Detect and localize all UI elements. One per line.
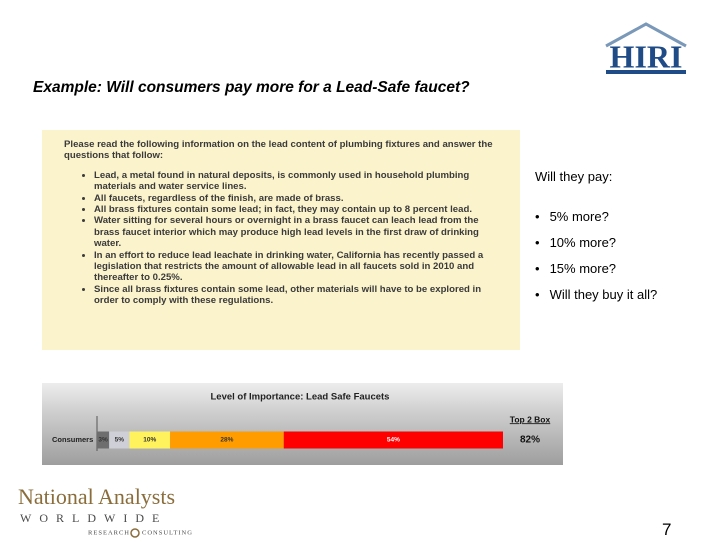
bar-segment (109, 431, 130, 449)
roof (605, 22, 687, 48)
subline-left: RESEARCH (88, 529, 130, 536)
question-option: 15% more? (535, 261, 657, 287)
company-name: National Analysts (18, 484, 175, 509)
top-box-value: 82% (520, 435, 540, 446)
question-heading: Will they pay: (535, 169, 613, 184)
info-box: Please read the following information on… (42, 130, 520, 350)
subline-right: CONSULTING (142, 529, 193, 536)
segment-label: 5% (115, 437, 125, 444)
info-bullet: All faucets, regardless of the finish, a… (94, 193, 484, 204)
bar-segment (129, 431, 171, 449)
bar-segment (283, 431, 503, 449)
chart: Level of Importance: Lead Safe Faucets T… (42, 383, 563, 465)
company-tagline: WORLDWIDE (20, 511, 167, 525)
info-bullet: Water sitting for several hours or overn… (94, 215, 484, 249)
info-bullet: In an effort to reduce lead leachate in … (94, 250, 484, 284)
subline-ornament (130, 528, 140, 538)
bar-segment (97, 431, 110, 449)
info-bullet: Lead, a metal found in natural deposits,… (94, 170, 484, 193)
question-options: 5% more?10% more?15% more?Will they buy … (535, 209, 658, 313)
bar-segment (170, 431, 284, 449)
info-intro: Please read the following information on… (64, 139, 493, 162)
hiri-logo: HIRI (605, 22, 687, 74)
info-bullet: Since all brass fixtures contain some le… (94, 284, 484, 307)
slide-title: Example: Will consumers pay more for a L… (33, 79, 470, 96)
segment-label: 54% (387, 437, 400, 444)
question-option: 5% more? (535, 209, 657, 235)
logo-text: HIRI (610, 38, 683, 74)
chart-background (42, 383, 563, 465)
logo-band (606, 70, 686, 74)
info-bullets: Lead, a metal found in natural deposits,… (64, 170, 484, 307)
page-number: 7 (662, 520, 672, 539)
chart-title: Level of Importance: Lead Safe Faucets (211, 392, 390, 403)
segment-label: 10% (143, 437, 156, 444)
info-bullet: All brass fixtures contain some lead; in… (94, 204, 484, 215)
top-box-title: Top 2 Box (510, 414, 551, 424)
national-analysts-logo: National Analysts WORLDWIDE RESEARCH CON… (18, 484, 193, 538)
question-option: Will they buy it all? (535, 287, 658, 313)
question-option: 10% more? (535, 235, 657, 261)
segment-label: 3% (98, 437, 108, 444)
category-label: Consumers (52, 435, 93, 444)
segment-label: 28% (220, 437, 233, 444)
